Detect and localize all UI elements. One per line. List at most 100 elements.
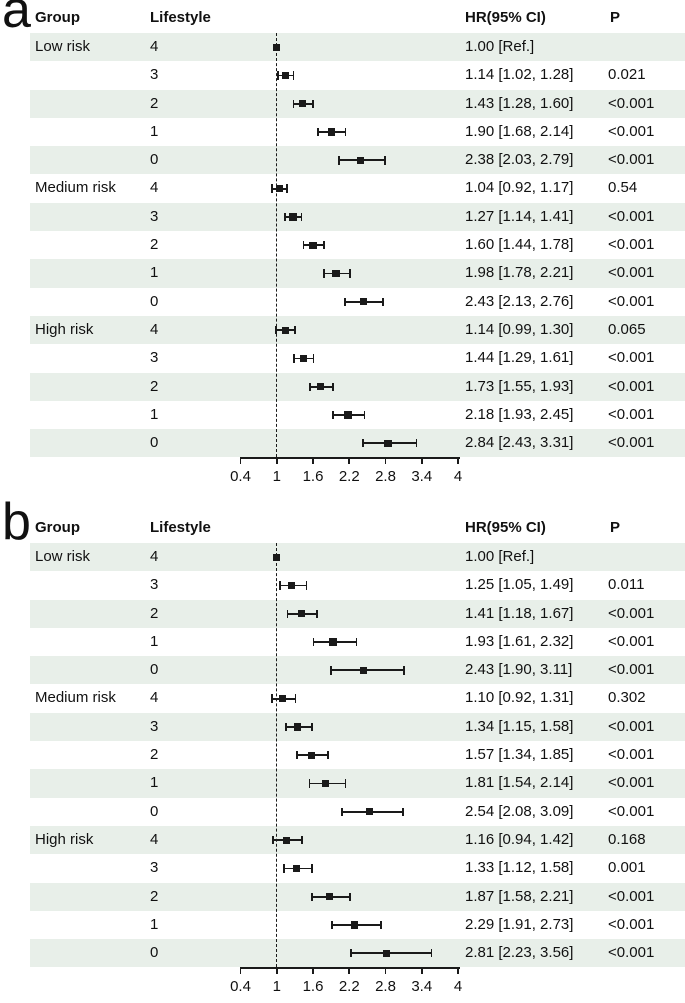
x-axis-tick-label: 2.2 — [338, 468, 360, 486]
row-lifestyle-score: 3 — [150, 859, 159, 877]
forest-row: Medium risk 4 1.04 [0.92, 1.17] 0.54 — [0, 174, 685, 202]
x-axis-tick — [275, 967, 278, 975]
row-p-value: <0.001 — [608, 604, 655, 622]
row-p-value: 0.011 — [608, 576, 645, 594]
hr-point-marker — [384, 439, 392, 447]
x-axis-tick — [420, 457, 423, 465]
panel-a-column-headers: Group Lifestyle HR(95% CI) P — [0, 0, 685, 33]
hr-point-marker — [299, 100, 307, 108]
hr-point-marker — [288, 581, 296, 590]
row-p-value: <0.001 — [608, 774, 655, 792]
row-p-value: <0.001 — [608, 122, 655, 140]
ci-lower-cap — [350, 949, 352, 958]
forest-row: 0 2.84 [2.43, 3.31] <0.001 — [0, 429, 685, 458]
x-axis-tick-label: 0.4 — [230, 468, 251, 486]
hr-point-marker — [275, 185, 283, 193]
row-p-value: 0.065 — [608, 320, 646, 338]
row-hr-ci-text: 1.73 [1.55, 1.93] — [465, 377, 574, 395]
x-axis-tick — [348, 457, 351, 465]
row-p-value: <0.001 — [608, 405, 655, 423]
forest-row: High risk 4 1.14 [0.99, 1.30] 0.065 — [0, 315, 685, 345]
header-hr-ci: HR(95% CI) — [465, 519, 546, 536]
hr-point-marker — [327, 128, 335, 136]
forest-row: Low risk 4 1.00 [Ref.] — [0, 33, 685, 62]
ci-lower-cap — [341, 807, 343, 816]
x-axis-tick-label: 2.8 — [375, 978, 396, 996]
ci-upper-cap — [403, 666, 406, 675]
x-axis-tick-label: 1.6 — [302, 978, 324, 996]
hr-point-marker — [359, 298, 367, 306]
hr-point-marker — [344, 411, 352, 419]
header-group: Group — [35, 519, 80, 536]
row-hr-ci-text: 1.16 [0.94, 1.42] — [465, 830, 574, 848]
ci-upper-cap — [327, 751, 329, 760]
row-hr-ci-text: 1.57 [1.34, 1.85] — [465, 746, 574, 764]
row-hr-ci-text: 1.90 [1.68, 2.14] — [465, 122, 574, 140]
forest-row: 1 1.98 [1.78, 2.21] <0.001 — [0, 259, 685, 288]
header-group: Group — [35, 9, 80, 26]
row-lifestyle-score: 4 — [150, 548, 159, 565]
forest-row: 3 1.14 [1.02, 1.28] 0.021 — [0, 61, 685, 89]
hr-point-marker — [281, 326, 289, 334]
x-axis-tick-label: 2.2 — [338, 978, 360, 996]
row-hr-ci-text: 1.00 [Ref.] — [465, 38, 535, 55]
row-lifestyle-score: 3 — [150, 207, 159, 225]
ci-whisker-line — [331, 669, 405, 672]
ci-lower-cap — [284, 212, 286, 222]
row-hr-ci-text: 1.98 [1.78, 2.21] — [465, 264, 574, 282]
row-hr-ci-text: 2.18 [1.93, 2.45] — [465, 405, 574, 423]
row-hr-ci-text: 1.60 [1.44, 1.78] — [465, 236, 574, 254]
x-axis-tick — [457, 967, 459, 975]
row-p-value: <0.001 — [608, 377, 655, 395]
row-group-label: Low risk — [35, 548, 91, 565]
forest-row: 3 1.44 [1.29, 1.61] <0.001 — [0, 344, 685, 372]
row-hr-ci-text: 1.10 [0.92, 1.31] — [465, 689, 574, 707]
x-axis-tick — [348, 967, 351, 975]
ci-upper-cap — [355, 637, 358, 647]
row-p-value: <0.001 — [608, 632, 655, 650]
forest-row: 3 1.27 [1.14, 1.41] <0.001 — [0, 202, 685, 232]
row-hr-ci-text: 2.43 [1.90, 3.11] — [465, 661, 573, 679]
ci-lower-cap — [302, 241, 305, 250]
ci-lower-cap — [323, 269, 325, 278]
row-lifestyle-score: 0 — [150, 661, 159, 679]
row-p-value: 0.001 — [608, 859, 646, 877]
row-hr-ci-text: 2.81 [2.23, 3.56] — [465, 944, 574, 962]
row-p-value: 0.54 — [608, 179, 638, 197]
ci-upper-cap — [430, 949, 433, 958]
row-hr-ci-text: 1.93 [1.61, 2.32] — [465, 632, 574, 650]
ci-upper-cap — [316, 609, 319, 618]
ci-upper-cap — [382, 297, 384, 306]
ci-lower-cap — [308, 779, 311, 788]
hr-point-marker — [382, 949, 390, 957]
ci-upper-cap — [384, 156, 386, 165]
ci-upper-cap — [292, 71, 295, 80]
ci-upper-cap — [349, 892, 351, 901]
x-axis-tick-label: 3.4 — [411, 468, 433, 486]
ci-upper-cap — [286, 184, 288, 193]
ci-lower-cap — [271, 184, 273, 193]
ci-upper-cap — [310, 864, 313, 873]
ci-lower-cap — [344, 297, 346, 306]
ci-upper-cap — [349, 269, 351, 278]
row-lifestyle-score: 3 — [150, 66, 159, 84]
panel-b-x-axis: 0.4 1 1.6 2.2 2.8 3.4 4 — [0, 967, 685, 1003]
row-p-value: <0.001 — [608, 349, 655, 367]
header-hr-ci: HR(95% CI) — [465, 9, 546, 26]
panel-b-label: b — [2, 493, 31, 551]
x-axis-tick-label: 2.8 — [375, 468, 396, 486]
ci-upper-cap — [415, 439, 418, 448]
hr-point-marker — [282, 836, 290, 844]
row-group-label: High risk — [35, 830, 94, 848]
forest-row: Low risk 4 1.00 [Ref.] — [0, 543, 685, 572]
ci-lower-cap — [330, 666, 332, 675]
hr-point-marker — [279, 695, 287, 703]
panel-a-x-axis: 0.4 1 1.6 2.2 2.8 3.4 4 — [0, 457, 685, 493]
row-lifestyle-score: 1 — [150, 774, 159, 792]
row-hr-ci-text: 1.00 [Ref.] — [465, 548, 535, 565]
forest-row: 1 1.90 [1.68, 2.14] <0.001 — [0, 118, 685, 146]
row-p-value: 0.021 — [608, 66, 646, 84]
row-lifestyle-score: 2 — [150, 377, 159, 395]
forest-row: 1 2.29 [1.91, 2.73] <0.001 — [0, 911, 685, 939]
